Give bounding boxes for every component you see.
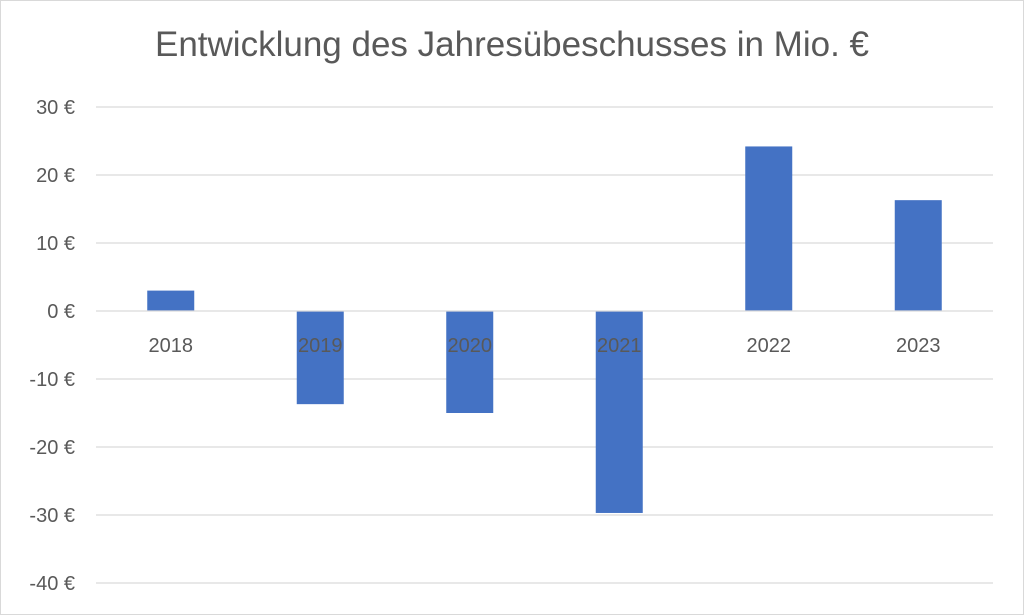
chart-title: Entwicklung des Jahresübeschusses in Mio… <box>155 25 869 64</box>
bar-2021 <box>595 311 643 513</box>
y-tick-label: 10 € <box>36 233 75 255</box>
bar-2023 <box>894 200 942 311</box>
x-tick-label: 2021 <box>597 335 642 357</box>
gridlines <box>96 106 993 584</box>
y-tick-label: 30 € <box>36 97 75 119</box>
bar-2019 <box>296 311 344 405</box>
y-tick-label: 20 € <box>36 165 75 187</box>
bars <box>147 146 942 513</box>
y-axis-tick-labels: 30 € 20 € 10 € 0 € -10 € -20 € -30 € -40 € <box>29 97 75 595</box>
y-tick-label: -30 € <box>29 505 75 527</box>
x-tick-label: 2018 <box>149 335 194 357</box>
bar-2022 <box>745 146 793 311</box>
x-tick-label: 2022 <box>747 335 792 357</box>
x-tick-label: 2023 <box>896 335 941 357</box>
y-tick-label: -40 € <box>29 573 75 595</box>
x-axis-tick-labels: 2018 2019 2020 2021 2022 2023 <box>149 335 941 357</box>
bar-2020 <box>446 311 494 413</box>
y-tick-label: -20 € <box>29 437 75 459</box>
x-tick-label: 2019 <box>298 335 343 357</box>
x-tick-label: 2020 <box>448 335 493 357</box>
y-tick-label: 0 € <box>47 301 75 323</box>
bar-2018 <box>147 290 195 311</box>
y-tick-label: -10 € <box>29 369 75 391</box>
